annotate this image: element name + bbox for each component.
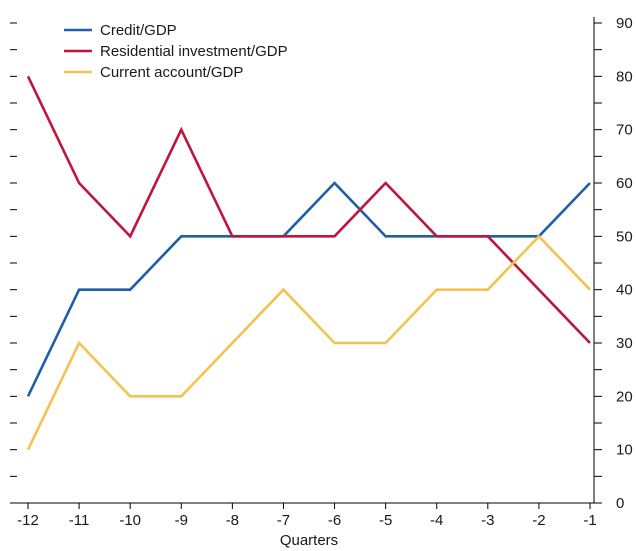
x-tick-label: -3 <box>481 512 494 529</box>
x-tick-label: -7 <box>277 512 290 529</box>
legend-label-2: Residential investment/GDP <box>100 43 288 60</box>
series-line-3 <box>26 234 591 451</box>
y-tick-label: 90 <box>616 15 633 32</box>
y-tick-label: 50 <box>616 228 633 245</box>
x-tick-label: -5 <box>379 512 392 529</box>
legend-label-3: Current account/GDP <box>100 64 243 81</box>
x-tick-label: -8 <box>226 512 239 529</box>
x-tick-label: -11 <box>69 512 90 529</box>
x-tick-label: -9 <box>175 512 188 529</box>
x-tick-label: -2 <box>532 512 545 529</box>
x-tick-label: -6 <box>328 512 341 529</box>
y-tick-label: 10 <box>616 442 633 459</box>
y-tick-label: 0 <box>616 495 624 512</box>
y-tick-label: 70 <box>616 122 633 139</box>
series-line-1 <box>26 181 591 397</box>
y-tick-label: 30 <box>616 335 633 352</box>
series-line-2 <box>26 75 591 344</box>
x-tick-label: -12 <box>17 512 39 529</box>
legend-label-1: Credit/GDP <box>100 22 177 39</box>
axes: 0 10 20 30 40 50 60 70 80 90 -12 -11 -10 -9 -8 -7 -6 -5 -4… <box>10 15 633 529</box>
y-tick-label: 20 <box>616 388 633 405</box>
legend: Credit/GDP Residential investment/GDP Curr… <box>64 22 288 81</box>
y-tick-label: 80 <box>616 68 633 85</box>
x-axis-title: Quarters <box>280 532 338 549</box>
y-tick-label: 40 <box>616 282 633 299</box>
x-tick-label: -10 <box>119 512 141 529</box>
x-tick-label: -1 <box>583 512 596 529</box>
series-lines <box>26 75 591 451</box>
x-tick-label: -4 <box>430 512 443 529</box>
y-tick-label: 60 <box>616 175 633 192</box>
